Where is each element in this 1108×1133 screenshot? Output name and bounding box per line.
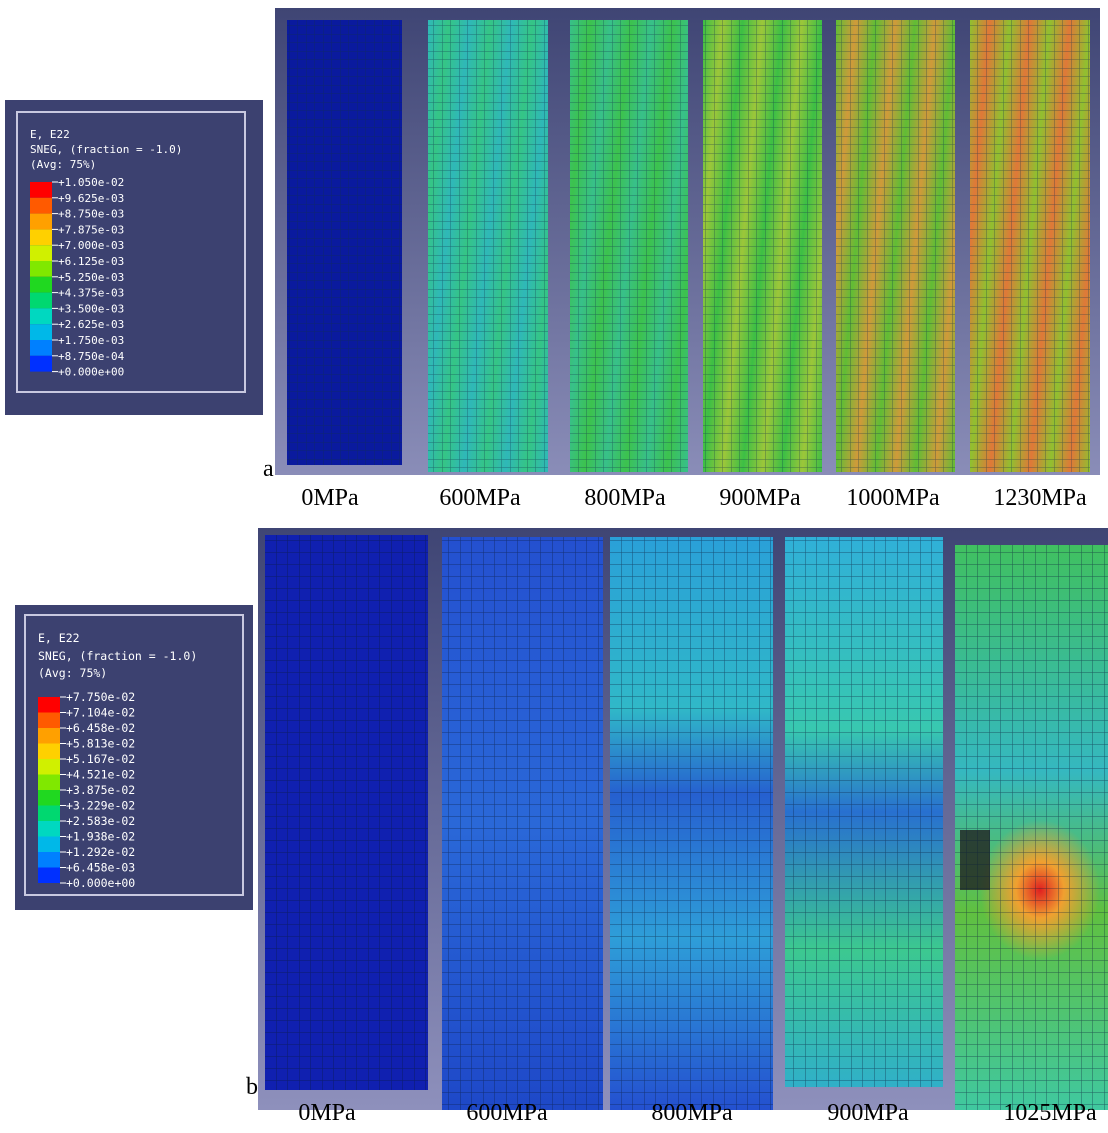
legend-swatch [30, 340, 52, 356]
legend-swatch [30, 213, 52, 230]
legend-value: +6.125e-03 [58, 255, 124, 268]
legend-swatch [38, 712, 60, 728]
caption: 0MPa [298, 1100, 356, 1126]
legend-title: (Avg: 75%) [30, 158, 96, 171]
legend-title: SNEG, (fraction = -1.0) [38, 649, 197, 663]
caption: 0MPa [301, 485, 359, 511]
legend-value: +5.167e-02 [66, 752, 135, 766]
legend-title: SNEG, (fraction = -1.0) [30, 143, 182, 156]
legend-value: +8.750e-03 [58, 208, 124, 221]
legend-swatch [38, 759, 60, 775]
caption: 900MPa [719, 485, 801, 511]
caption: 900MPa [827, 1100, 909, 1126]
mesh [970, 20, 1090, 472]
caption: 1000MPa [846, 485, 940, 511]
legend-swatch [38, 743, 60, 759]
legend-swatch [38, 805, 60, 821]
legend-title: E, E22 [38, 631, 80, 645]
legend-swatch [38, 697, 60, 713]
mesh [428, 20, 548, 472]
caption: 600MPa [439, 485, 521, 511]
mesh [265, 535, 428, 1090]
mesh [610, 537, 773, 1110]
legend-value: +8.750e-04 [58, 350, 125, 363]
legend-value: +7.875e-03 [58, 223, 124, 236]
legend-swatch [30, 292, 52, 309]
legend-swatch [30, 182, 52, 198]
legend-value: +3.500e-03 [58, 302, 124, 315]
legend-title: (Avg: 75%) [38, 666, 107, 680]
legend-value: +3.229e-02 [66, 799, 135, 813]
legend-swatch [30, 229, 52, 246]
legend-swatch [30, 261, 52, 277]
legend-swatch [38, 852, 60, 868]
legend-swatch [38, 867, 60, 883]
legend-value: +2.625e-03 [58, 318, 124, 331]
legend-swatch [30, 355, 52, 372]
legend-swatch [38, 774, 60, 790]
mesh [703, 20, 822, 472]
legend-value: +1.750e-03 [58, 334, 124, 347]
legend-value: +4.375e-03 [58, 287, 124, 300]
legend-value: +1.050e-02 [58, 176, 124, 189]
legend-value: +0.000e+00 [66, 876, 135, 890]
legend-border [16, 111, 246, 393]
mesh [570, 20, 688, 472]
mesh [287, 20, 402, 465]
legend-value: +6.458e-02 [66, 721, 135, 735]
legend-value: +5.813e-02 [66, 737, 135, 751]
mesh [785, 537, 943, 1087]
legend-swatch [30, 308, 52, 325]
legend-swatch [38, 728, 60, 744]
panel-label: a [263, 456, 274, 482]
mesh [442, 537, 603, 1110]
legend-value: +5.250e-03 [58, 271, 124, 284]
legend-value: +3.875e-02 [66, 783, 135, 797]
legend-swatch [30, 197, 52, 214]
legend-title: E, E22 [30, 128, 70, 141]
legend-value: +1.938e-02 [66, 830, 135, 844]
legend-value: +1.292e-02 [66, 845, 135, 859]
legend-swatch [38, 790, 60, 806]
caption: 800MPa [651, 1100, 733, 1126]
caption: 800MPa [584, 485, 666, 511]
legend-swatch [30, 245, 52, 261]
legend-swatch [38, 821, 60, 837]
legend-swatch [30, 276, 52, 293]
legend-value: +6.458e-03 [66, 861, 135, 875]
panel-label: b [246, 1074, 258, 1100]
legend-value: +4.521e-02 [66, 768, 135, 782]
legend-value: +7.000e-03 [58, 239, 124, 252]
legend-value: +9.625e-03 [58, 192, 124, 205]
legend-border [24, 614, 244, 896]
mesh [955, 545, 1108, 1110]
legend-value: +2.583e-02 [66, 814, 135, 828]
legend-value: +7.104e-02 [66, 706, 135, 720]
caption: 600MPa [466, 1100, 548, 1126]
legend-value: +7.750e-02 [66, 690, 135, 704]
legend-swatch [38, 836, 60, 852]
legend-swatch [30, 324, 52, 340]
caption: 1025MPa [1003, 1100, 1097, 1126]
mesh [836, 20, 955, 472]
legend-value: +0.000e+00 [58, 366, 124, 379]
caption: 1230MPa [993, 485, 1087, 511]
